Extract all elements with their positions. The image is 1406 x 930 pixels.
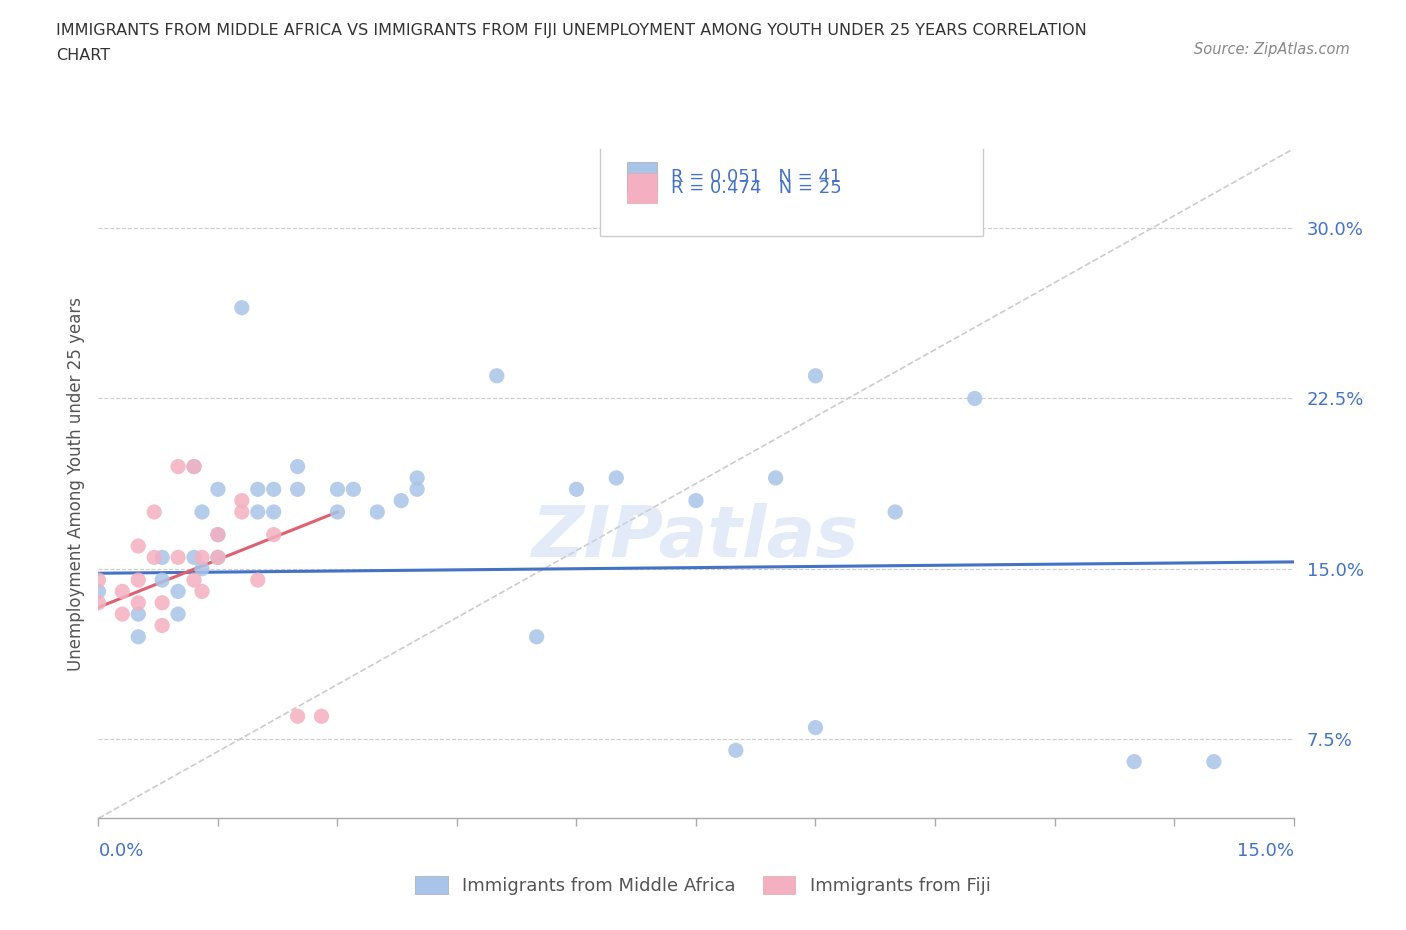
Text: R = 0.051   N = 41: R = 0.051 N = 41: [671, 167, 841, 186]
Point: [804, 720, 827, 735]
Point: [605, 471, 627, 485]
Text: CHART: CHART: [56, 48, 110, 63]
Point: [167, 550, 190, 565]
Point: [366, 505, 388, 520]
Point: [167, 606, 190, 621]
Text: Source: ZipAtlas.com: Source: ZipAtlas.com: [1194, 42, 1350, 57]
Point: [127, 538, 149, 553]
Point: [246, 573, 269, 588]
Point: [127, 606, 149, 621]
FancyBboxPatch shape: [627, 173, 657, 203]
Point: [685, 493, 707, 508]
Point: [342, 482, 364, 497]
Point: [765, 471, 787, 485]
Point: [150, 550, 173, 565]
Point: [167, 584, 190, 599]
Point: [143, 505, 166, 520]
Point: [87, 573, 110, 588]
Point: [191, 584, 214, 599]
Point: [143, 550, 166, 565]
FancyBboxPatch shape: [600, 128, 983, 236]
Point: [183, 573, 205, 588]
Point: [207, 550, 229, 565]
Point: [207, 550, 229, 565]
Point: [231, 505, 253, 520]
Point: [326, 482, 349, 497]
Point: [406, 482, 429, 497]
Point: [111, 584, 134, 599]
Point: [406, 471, 429, 485]
Point: [183, 459, 205, 474]
Point: [127, 595, 149, 610]
Point: [1123, 754, 1146, 769]
Point: [127, 573, 149, 588]
Point: [183, 550, 205, 565]
Point: [127, 630, 149, 644]
Point: [963, 391, 986, 405]
Point: [287, 709, 309, 724]
Text: 0.0%: 0.0%: [98, 842, 143, 859]
Point: [804, 368, 827, 383]
Text: R = 0.474   N = 25: R = 0.474 N = 25: [671, 179, 842, 197]
Legend: Immigrants from Middle Africa, Immigrants from Fiji: Immigrants from Middle Africa, Immigrant…: [408, 869, 998, 902]
Text: IMMIGRANTS FROM MIDDLE AFRICA VS IMMIGRANTS FROM FIJI UNEMPLOYMENT AMONG YOUTH U: IMMIGRANTS FROM MIDDLE AFRICA VS IMMIGRA…: [56, 23, 1087, 38]
Point: [150, 618, 173, 633]
Point: [207, 527, 229, 542]
Point: [485, 368, 508, 383]
Point: [231, 300, 253, 315]
Point: [246, 505, 269, 520]
Point: [207, 527, 229, 542]
Point: [287, 459, 309, 474]
Point: [87, 584, 110, 599]
Point: [326, 505, 349, 520]
Point: [311, 709, 333, 724]
Point: [150, 595, 173, 610]
Point: [191, 550, 214, 565]
Point: [87, 595, 110, 610]
Point: [231, 493, 253, 508]
Point: [111, 606, 134, 621]
Point: [246, 482, 269, 497]
Text: 15.0%: 15.0%: [1236, 842, 1294, 859]
Point: [263, 505, 285, 520]
Point: [167, 459, 190, 474]
Point: [207, 482, 229, 497]
FancyBboxPatch shape: [627, 162, 657, 192]
Point: [1202, 754, 1225, 769]
Point: [191, 505, 214, 520]
Text: ZIPatlas: ZIPatlas: [533, 503, 859, 572]
Point: [150, 573, 173, 588]
Point: [191, 562, 214, 577]
Point: [565, 482, 588, 497]
Point: [263, 482, 285, 497]
Point: [389, 493, 412, 508]
Y-axis label: Unemployment Among Youth under 25 years: Unemployment Among Youth under 25 years: [66, 297, 84, 671]
Point: [287, 482, 309, 497]
Point: [263, 527, 285, 542]
Point: [183, 459, 205, 474]
Point: [884, 505, 907, 520]
Point: [526, 630, 548, 644]
Point: [724, 743, 747, 758]
